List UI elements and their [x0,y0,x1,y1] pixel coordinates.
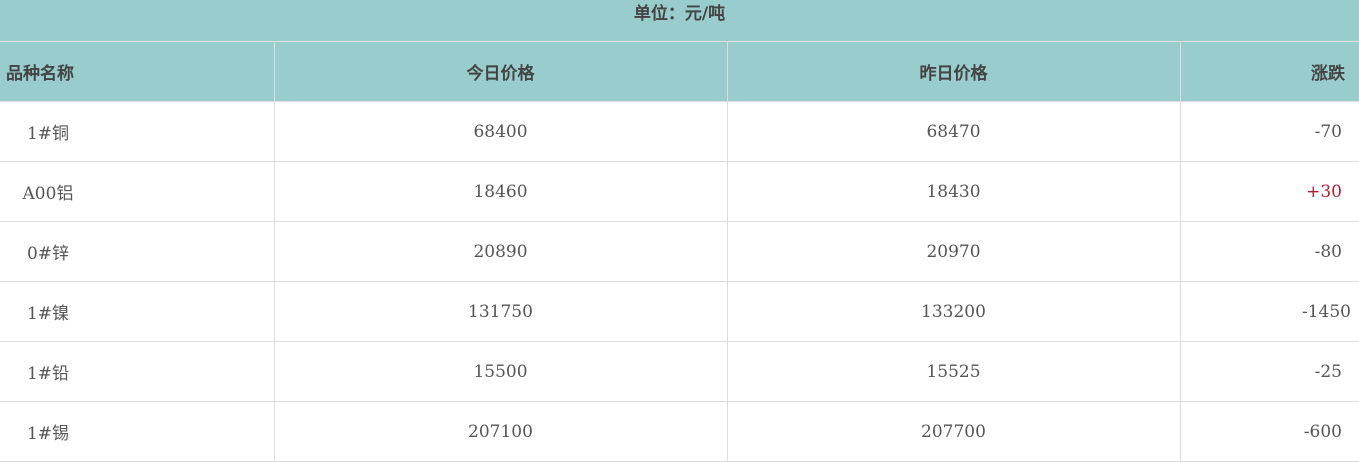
cell-change: +30 [1179,161,1359,222]
cell-today-price: 207100 [273,401,728,462]
cell-name: 1#铅 [0,341,275,402]
cell-name: 1#铜 [0,101,275,162]
cell-name: 1#锡 [0,401,275,462]
price-table: 品种名称 今日价格 昨日价格 涨跌 1#铜 68400 68470 -70 A00铝 18… [0,42,1359,462]
cell-name: A00铝 [0,161,275,222]
table-row: 1#铜 68400 68470 -70 [0,101,1359,162]
variety-name: 1#铅 [26,364,70,384]
cell-yesterday-price: 68470 [726,101,1181,162]
cell-yesterday-price: 18430 [726,161,1181,222]
column-header-change: 涨跌 [1179,42,1359,102]
cell-today-price: 20890 [273,221,728,282]
header-row: 品种名称 今日价格 昨日价格 涨跌 [0,42,1359,102]
cell-name: 1#镍 [0,281,275,342]
cell-change: -25 [1179,341,1359,402]
cell-yesterday-price: 15525 [726,341,1181,402]
table-row: A00铝 18460 18430 +30 [0,161,1359,222]
table-row: 1#锡 207100 207700 -600 [0,401,1359,462]
cell-yesterday-price: 20970 [726,221,1181,282]
cell-today-price: 131750 [273,281,728,342]
variety-name: 1#锡 [26,424,70,444]
cell-yesterday-price: 207700 [726,401,1181,462]
variety-name: 0#锌 [26,244,70,264]
variety-name: 1#铜 [26,124,70,144]
cell-change: -80 [1179,221,1359,282]
column-header-name: 品种名称 [0,42,275,102]
column-header-yesterday: 昨日价格 [726,42,1181,102]
table-row: 1#镍 131750 133200 -1450 [0,281,1359,342]
cell-change: -600 [1179,401,1359,462]
cell-yesterday-price: 133200 [726,281,1181,342]
unit-label: 单位：元/吨 [0,0,1359,42]
cell-today-price: 18460 [273,161,728,222]
table-row: 1#铅 15500 15525 -25 [0,341,1359,402]
variety-name: 1#镍 [26,304,70,324]
cell-today-price: 68400 [273,101,728,162]
column-header-today: 今日价格 [273,42,728,102]
variety-name: A00铝 [22,184,74,204]
table-row: 0#锌 20890 20970 -80 [0,221,1359,282]
cell-change: -1450 [1179,281,1359,342]
cell-name: 0#锌 [0,221,275,282]
cell-change: -70 [1179,101,1359,162]
cell-today-price: 15500 [273,341,728,402]
